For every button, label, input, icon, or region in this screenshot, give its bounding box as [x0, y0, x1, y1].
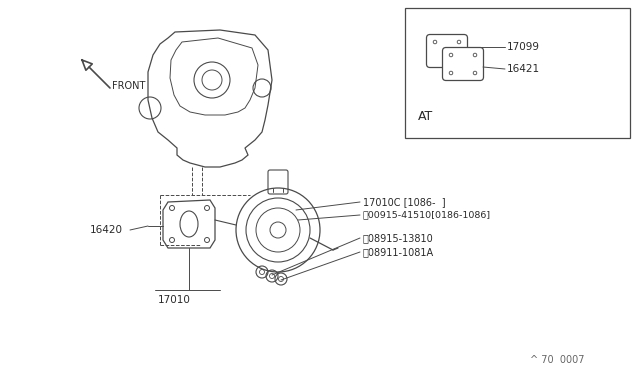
Text: 17010C [1086-  ]: 17010C [1086- ]	[363, 197, 445, 207]
Text: 16421: 16421	[507, 64, 540, 74]
Bar	[405, 8, 630, 138]
Text: 16420: 16420	[90, 225, 123, 235]
Text: FRONT: FRONT	[112, 81, 145, 91]
FancyBboxPatch shape	[442, 48, 483, 80]
FancyBboxPatch shape	[426, 35, 467, 67]
Text: AT: AT	[418, 109, 433, 122]
Text: ⓜ00915-41510[0186-1086]: ⓜ00915-41510[0186-1086]	[363, 211, 491, 219]
Text: 17099: 17099	[507, 42, 540, 52]
Text: ⓝ08911-1081A: ⓝ08911-1081A	[363, 247, 434, 257]
Text: ^ 70  0007: ^ 70 0007	[530, 355, 584, 365]
Text: 17010: 17010	[158, 295, 191, 305]
Text: ⓜ08915-13810: ⓜ08915-13810	[363, 233, 434, 243]
